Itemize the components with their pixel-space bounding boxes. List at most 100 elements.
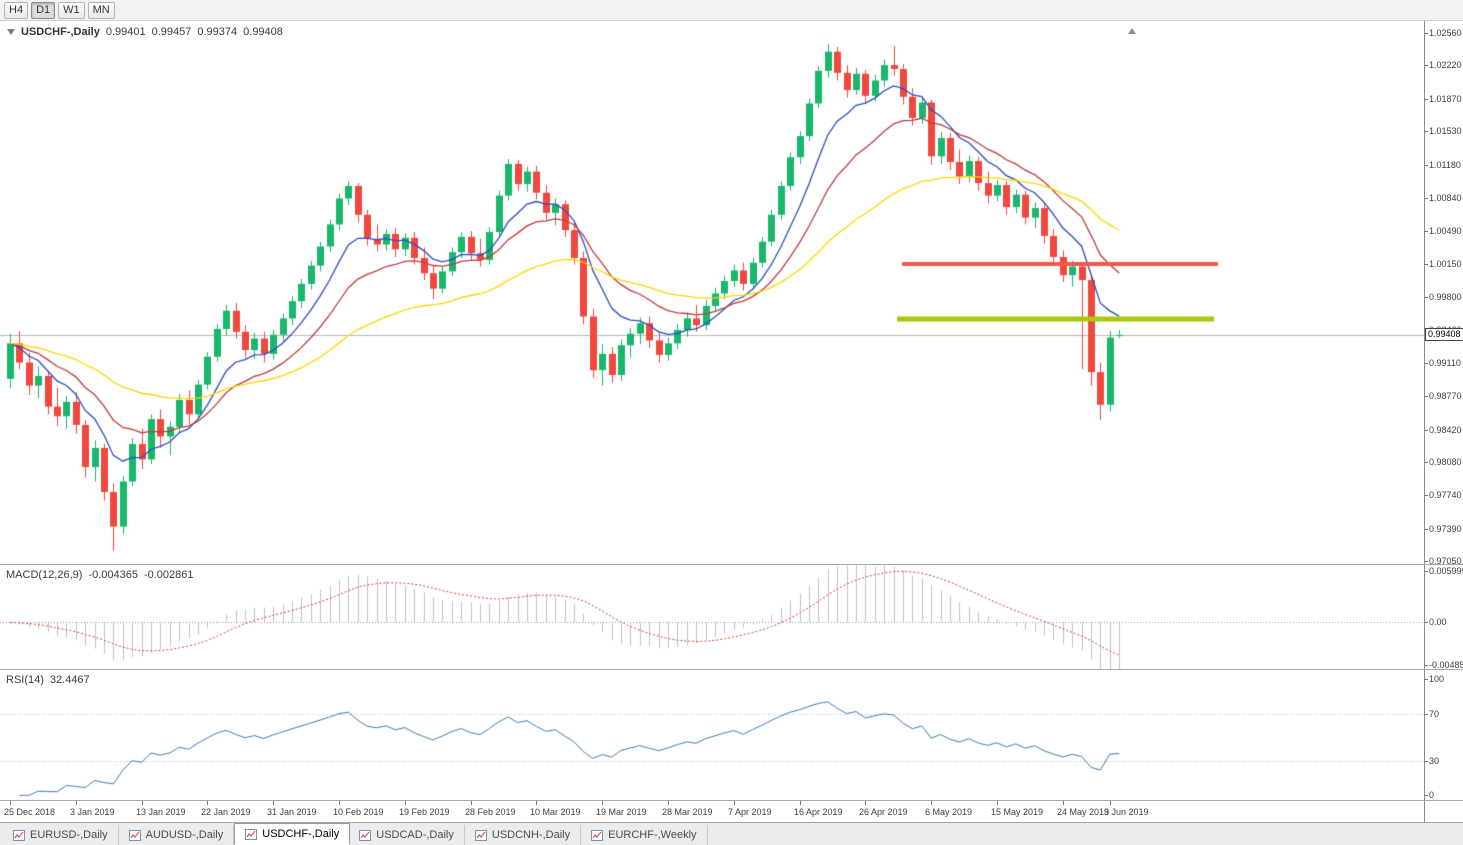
scale-tick xyxy=(1424,363,1428,364)
time-axis-tick xyxy=(800,801,801,805)
time-axis-tick xyxy=(273,801,274,805)
date-label: 26 Apr 2019 xyxy=(859,807,908,817)
scale-tick xyxy=(1424,131,1428,132)
time-axis-tick xyxy=(602,801,603,805)
rsi-scale-label: 30 xyxy=(1429,756,1440,766)
pane-separator[interactable] xyxy=(0,669,1463,670)
date-label: 15 May 2019 xyxy=(991,807,1044,817)
timeframe-w1-button[interactable]: W1 xyxy=(58,1,85,19)
one-click-trading-icon[interactable] xyxy=(7,29,15,39)
price-scale-label: 0.98420 xyxy=(1429,425,1462,435)
macd-scale-label: -0.0048580 xyxy=(1429,660,1463,670)
chart-title: USDCHF-,Daily 0.99401 0.99457 0.99374 0.… xyxy=(7,25,283,39)
date-label: 16 Apr 2019 xyxy=(794,807,843,817)
scale-tick xyxy=(1424,430,1428,431)
timeframe-h4-button[interactable]: H4 xyxy=(4,1,29,19)
ohlc-close-value: 0.99408 xyxy=(243,26,283,38)
tab-label: AUDUSD-,Daily xyxy=(145,829,224,841)
rsi-indicator-canvas[interactable] xyxy=(0,670,1424,800)
scale-tick xyxy=(1424,198,1428,199)
price-scale-label: 1.01870 xyxy=(1429,94,1462,104)
scale-tick xyxy=(1424,495,1428,496)
tab-usdcad-daily[interactable]: USDCAD-,Daily xyxy=(349,825,465,845)
date-label: 19 Feb 2019 xyxy=(399,807,450,817)
macd-indicator-canvas[interactable] xyxy=(0,565,1424,669)
price-scale-label: 1.00490 xyxy=(1429,226,1462,236)
time-axis-tick xyxy=(931,801,932,805)
scale-tick xyxy=(1424,714,1428,715)
time-axis-tick xyxy=(10,801,11,805)
ohlc-open-value: 0.99401 xyxy=(105,26,146,38)
date-label: 3 Jan 2019 xyxy=(70,807,115,817)
tab-label: USDCHF-,Daily xyxy=(262,828,340,840)
macd-scale-label: 0.0059990 xyxy=(1429,566,1463,576)
timeframe-d1-button[interactable]: D1 xyxy=(31,1,56,19)
time-axis[interactable]: 25 Dec 2018 3 Jan 2019 13 Jan 2019 22 Jan 2… xyxy=(0,801,1424,822)
tab-audusd-daily[interactable]: AUDUSD-,Daily xyxy=(119,825,235,845)
scale-tick xyxy=(1424,795,1428,796)
pane-separator xyxy=(0,800,1463,801)
macd-signal-value: -0.002861 xyxy=(143,569,194,581)
scale-tick xyxy=(1424,165,1428,166)
price-scale-label: 1.00840 xyxy=(1429,193,1462,203)
main-price-chart-canvas[interactable] xyxy=(0,21,1424,564)
tab-label: EURCHF-,Weekly xyxy=(608,829,697,841)
time-axis-tick xyxy=(1063,801,1064,805)
tab-usdchf-daily[interactable]: USDCHF-,Daily xyxy=(234,823,351,845)
rsi-indicator-label: RSI(14) 32.4467 xyxy=(6,674,90,686)
time-axis-tick xyxy=(142,801,143,805)
scale-tick xyxy=(1424,679,1428,680)
timeframe-toolbar: H4 D1 W1 MN xyxy=(0,0,1463,21)
date-label: 3 Jun 2019 xyxy=(1104,807,1149,817)
scale-tick xyxy=(1424,231,1428,232)
price-scale-label: 0.99110 xyxy=(1429,358,1461,368)
macd-indicator-label: MACD(12,26,9) -0.004365 -0.002861 xyxy=(6,569,194,581)
price-scale-label: 1.01530 xyxy=(1429,126,1462,136)
date-label: 25 Dec 2018 xyxy=(4,807,56,817)
date-label: 31 Jan 2019 xyxy=(267,807,317,817)
time-axis-tick xyxy=(339,801,340,805)
rsi-value: 32.4467 xyxy=(49,674,90,686)
time-axis-tick xyxy=(471,801,472,805)
price-scale-label: 1.02560 xyxy=(1429,28,1462,38)
time-axis-tick xyxy=(865,801,866,805)
scale-tick xyxy=(1424,297,1428,298)
date-label: 28 Mar 2019 xyxy=(662,807,713,817)
date-label: 19 Mar 2019 xyxy=(596,807,647,817)
ohlc-high-value: 0.99457 xyxy=(151,26,192,38)
macd-name-label: MACD(12,26,9) xyxy=(6,569,83,581)
price-scale-label: 0.98080 xyxy=(1429,457,1462,467)
date-label: 7 Apr 2019 xyxy=(728,807,772,817)
price-scale-label: 0.99800 xyxy=(1429,292,1462,302)
time-axis-tick xyxy=(76,801,77,805)
rsi-scale-label: 100 xyxy=(1429,674,1445,684)
pane-separator[interactable] xyxy=(0,564,1463,565)
time-axis-tick xyxy=(536,801,537,805)
date-label: 10 Feb 2019 xyxy=(333,807,384,817)
chart-tab-icon xyxy=(128,829,141,841)
tab-usdcnh-daily[interactable]: USDCNH-,Daily xyxy=(465,825,582,845)
chart-tab-icon xyxy=(13,829,25,841)
price-scale-label: 1.01180 xyxy=(1429,160,1461,170)
macd-scale-label: 0.00 xyxy=(1429,617,1447,627)
tab-label: EURUSD-,Daily xyxy=(30,829,108,841)
scale-tick xyxy=(1424,396,1428,397)
tab-label: USDCNH-,Daily xyxy=(491,829,571,841)
chart-tabs-bar: EURUSD-,Daily AUDUSD-,Daily USDCHF-,Dail… xyxy=(0,822,1463,845)
scale-tick xyxy=(1424,65,1428,66)
chart-shift-marker[interactable] xyxy=(1128,24,1136,34)
scale-tick xyxy=(1424,665,1428,666)
price-scale-border xyxy=(1424,21,1425,822)
date-label: 6 May 2019 xyxy=(925,807,973,817)
tab-eurusd-daily[interactable]: EURUSD-,Daily xyxy=(3,825,119,845)
time-axis-tick xyxy=(997,801,998,805)
rsi-name-label: RSI(14) xyxy=(6,674,44,686)
date-label: 22 Jan 2019 xyxy=(201,807,251,817)
timeframe-mn-button[interactable]: MN xyxy=(87,1,115,19)
scale-tick xyxy=(1424,561,1428,562)
price-scale-label: 0.97390 xyxy=(1429,524,1462,534)
tab-eurchf-weekly[interactable]: EURCHF-,Weekly xyxy=(581,825,708,845)
tab-label: USDCAD-,Daily xyxy=(376,829,454,841)
scale-tick xyxy=(1424,33,1428,34)
chart-symbol-period-label: USDCHF-,Daily xyxy=(21,26,100,38)
